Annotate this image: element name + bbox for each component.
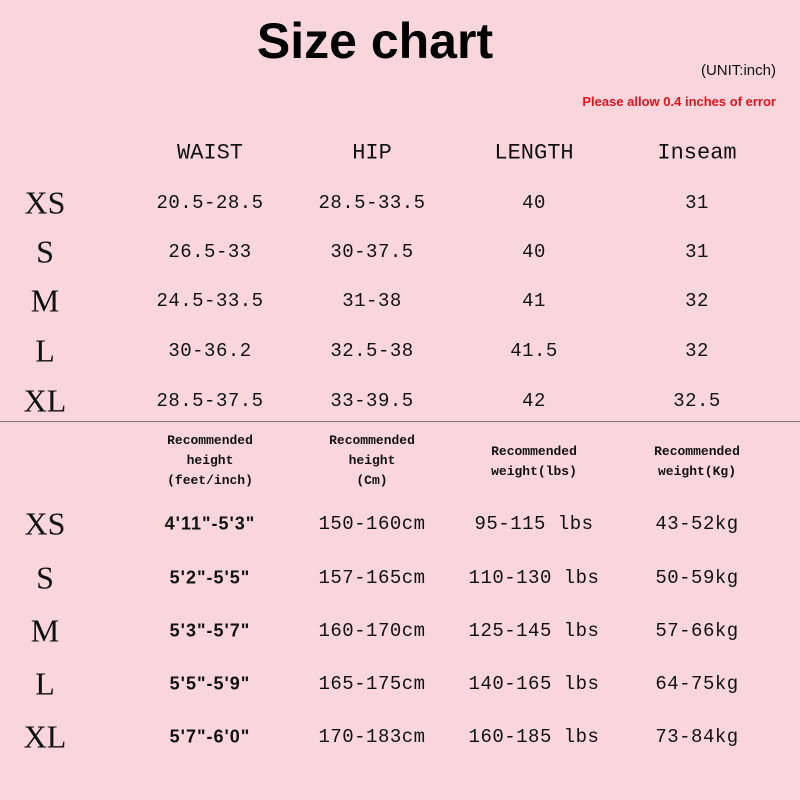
size-label: L <box>35 665 55 702</box>
measurement-cell: 31 <box>685 192 709 214</box>
recommendation-header: Recommended height (feet/inch) <box>167 433 253 488</box>
recommendation-cell: 5'5"-5'9" <box>169 673 251 694</box>
measurement-cell: 42 <box>522 390 546 412</box>
measurement-cell: 28.5-37.5 <box>156 390 264 412</box>
recommendation-header: Recommended weight(lbs) <box>491 444 577 479</box>
recommendation-cell: 43-52kg <box>655 513 739 535</box>
recommendation-header: Recommended height (Cm) <box>329 433 415 488</box>
measurement-cell: 32.5-38 <box>330 340 414 362</box>
measurement-cell: 24.5-33.5 <box>156 290 264 312</box>
measurement-cell: 30-36.2 <box>168 340 252 362</box>
size-label: S <box>36 559 54 596</box>
recommendation-cell: 95-115 lbs <box>474 513 594 535</box>
page-title: Size chart <box>256 13 494 69</box>
recommendation-cell: 110-130 lbs <box>468 567 600 589</box>
measurement-header: LENGTH <box>494 140 574 166</box>
recommendation-cell: 157-165cm <box>318 567 426 589</box>
recommendation-cell: 64-75kg <box>655 673 739 695</box>
measurement-cell: 32 <box>685 290 709 312</box>
measurement-cell: 41.5 <box>510 340 558 362</box>
measurement-cell: 26.5-33 <box>168 241 252 263</box>
size-label: XL <box>23 718 67 755</box>
recommendation-cell: 165-175cm <box>318 673 426 695</box>
error-note: Please allow 0.4 inches of error <box>582 94 776 109</box>
measurement-cell: 31-38 <box>342 290 402 312</box>
measurement-cell: 31 <box>685 241 709 263</box>
recommendation-cell: 4'11"-5'3" <box>164 513 256 534</box>
recommendation-cell: 125-145 lbs <box>468 620 600 642</box>
recommendation-cell: 160-185 lbs <box>468 726 600 748</box>
measurement-header: Inseam <box>657 140 737 166</box>
recommendation-cell: 140-165 lbs <box>468 673 600 695</box>
recommendation-header: Recommended weight(Kg) <box>654 444 740 479</box>
recommendation-cell: 150-160cm <box>318 513 426 535</box>
unit-note: (UNIT:inch) <box>700 62 776 79</box>
measurement-cell: 32.5 <box>673 390 721 412</box>
recommendation-cell: 5'2"-5'5" <box>169 567 251 588</box>
size-label: M <box>30 612 60 649</box>
measurement-cell: 20.5-28.5 <box>156 192 264 214</box>
recommendation-cell: 170-183cm <box>318 726 426 748</box>
recommendation-cell: 160-170cm <box>318 620 426 642</box>
measurement-header: HIP <box>352 140 392 166</box>
recommendation-cell: 73-84kg <box>655 726 739 748</box>
measurement-cell: 32 <box>685 340 709 362</box>
measurement-cell: 40 <box>522 241 546 263</box>
size-label: S <box>36 233 54 270</box>
section-divider <box>0 421 800 422</box>
measurement-cell: 28.5-33.5 <box>318 192 426 214</box>
size-label: XL <box>23 382 67 419</box>
recommendation-cell: 5'3"-5'7" <box>169 620 251 641</box>
measurement-cell: 41 <box>522 290 546 312</box>
measurement-cell: 33-39.5 <box>330 390 414 412</box>
measurement-cell: 30-37.5 <box>330 241 414 263</box>
measurement-cell: 40 <box>522 192 546 214</box>
size-label: L <box>35 332 55 369</box>
size-label: M <box>30 282 60 319</box>
measurement-header: WAIST <box>176 140 244 166</box>
size-label: XS <box>24 505 66 542</box>
size-label: XS <box>24 184 66 221</box>
recommendation-cell: 50-59kg <box>655 567 739 589</box>
recommendation-cell: 57-66kg <box>655 620 739 642</box>
recommendation-cell: 5'7"-6'0" <box>169 726 251 747</box>
